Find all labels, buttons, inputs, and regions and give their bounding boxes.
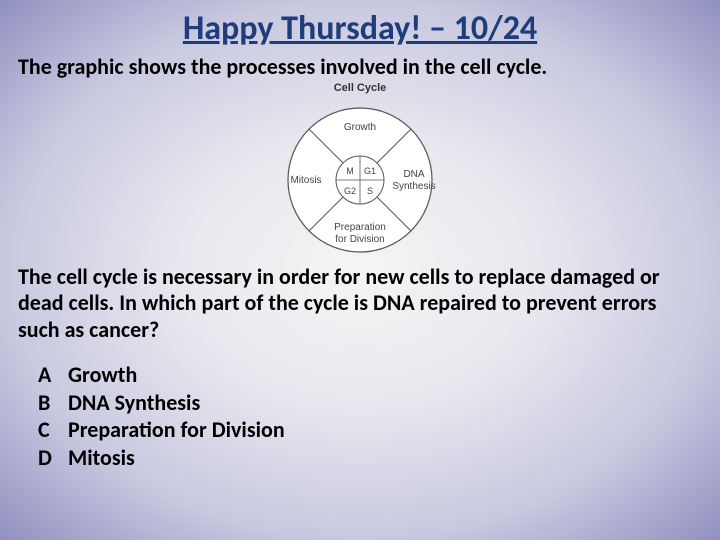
svg-text:Synthesis: Synthesis [392,181,435,192]
svg-text:DNA: DNA [403,169,424,180]
options-list: A Growth B DNA Synthesis C Preparation f… [0,343,720,471]
svg-text:M: M [346,166,354,176]
svg-text:Preparation: Preparation [334,222,386,233]
cell-cycle-svg: Growth DNASynthesis Preparationfor Divisio… [250,94,470,258]
page-title: Happy Thursday! – 10/24 [0,0,720,49]
option-row: B DNA Synthesis [38,389,720,417]
option-row: A Growth [38,361,720,389]
option-text: Mitosis [68,444,135,472]
option-letter: C [38,416,56,444]
svg-text:S: S [367,186,373,196]
intro-text: The graphic shows the processes involved… [0,49,720,80]
svg-text:Mitosis: Mitosis [290,175,321,186]
diagram-title: Cell Cycle [0,82,720,94]
option-letter: B [38,389,56,417]
option-row: D Mitosis [38,444,720,472]
svg-text:for Division: for Division [335,234,384,245]
option-text: Preparation for Division [68,416,285,444]
option-text: DNA Synthesis [68,389,200,417]
option-letter: A [38,361,56,389]
option-letter: D [38,444,56,472]
option-row: C Preparation for Division [38,416,720,444]
cell-cycle-diagram: Cell Cycle Growth DNASynthesis Preparation… [0,82,720,258]
svg-text:G1: G1 [364,166,376,176]
option-text: Growth [68,361,137,389]
svg-text:G2: G2 [344,186,356,196]
svg-text:Growth: Growth [344,122,376,133]
question-text: The cell cycle is necessary in order for… [0,258,720,343]
